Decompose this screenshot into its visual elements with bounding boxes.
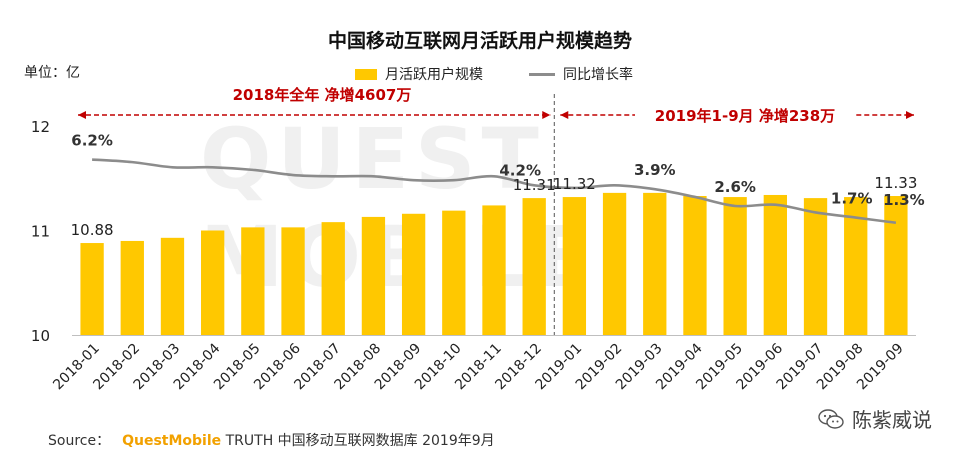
source-rest: TRUTH 中国移动互联网数据库 2019年9月 [225,433,495,449]
bar-2018-12 [522,198,546,335]
unit-label: 单位：亿 [24,65,80,81]
bar-2019-06 [763,194,787,335]
footer-brand-text: 陈紫威说 [852,408,932,432]
bar-2019-07 [803,198,828,335]
footer-brand: 陈紫威说 [818,404,932,433]
annotation-0-arrow-right [542,111,551,119]
annotation-1-arrow-right [906,111,914,119]
source-prefix: Source： [48,433,111,449]
bar-2019-01 [562,197,587,335]
y-tick-0: 10 [31,327,50,345]
bar-2019-09 [884,196,908,335]
bar-2018-07 [321,222,345,335]
line-label-2019-03: 3.9% [634,161,676,179]
legend: 月活跃用户规模 同比增长率 [355,64,633,84]
line-label-2019-05: 2.6% [714,178,756,196]
annotation-0-label: 2018年全年 净增4607万 [233,86,412,104]
line-label-2018-01: 6.2% [71,132,113,150]
annotation-1-label: 2019年1-9月 净增238万 [655,107,835,125]
legend-swatch-line [529,72,555,76]
annotation-1-bg [635,105,855,127]
line-label-2019-09: 1.3% [883,191,925,209]
bar-2018-02 [120,240,144,335]
bar-label-2018-12: 11.31 [513,176,556,194]
bar-2018-10 [442,210,466,335]
bar-label-2018-01: 10.88 [71,221,114,239]
wechat-icon [818,408,844,429]
legend-label-bar: 月活跃用户规模 [385,67,483,83]
y-tick-1: 11 [31,223,50,241]
bar-2018-03 [160,237,185,335]
bar-2018-11 [482,205,506,335]
bar-2018-01 [80,243,104,335]
bar-2019-02 [602,192,627,335]
bar-2018-08 [361,216,386,335]
bar-2018-06 [281,227,305,335]
bar-2018-05 [241,227,265,335]
source-brand: QuestMobile [122,433,222,449]
legend-label-line: 同比增长率 [563,67,633,83]
bar-2019-03 [643,192,667,335]
growth-rate-line [92,158,897,225]
source-note: Source： QuestMobile TRUTH 中国移动互联网数据库 2019… [48,430,495,450]
legend-swatch-bar [355,68,377,80]
annotation-0-arrow-left [78,111,86,119]
bar-2019-05 [723,197,747,335]
bar-2019-08 [844,197,868,335]
annotation-0-bg [218,84,426,106]
line-label-2018-12: 4.2% [499,161,541,179]
line-label-2019-08: 1.7% [831,190,873,208]
bar-2018-09 [401,213,426,335]
annotation-1-arrow-left [560,111,569,119]
bar-2018-04 [201,230,225,335]
chart-title: 中国移动互联网月活跃用户规模趋势 [327,30,632,52]
bar-label-2019-09: 11.33 [874,174,917,192]
y-tick-2: 12 [31,118,50,136]
bar-2019-04 [683,196,707,335]
bar-label-2019-01: 11.32 [553,175,596,193]
